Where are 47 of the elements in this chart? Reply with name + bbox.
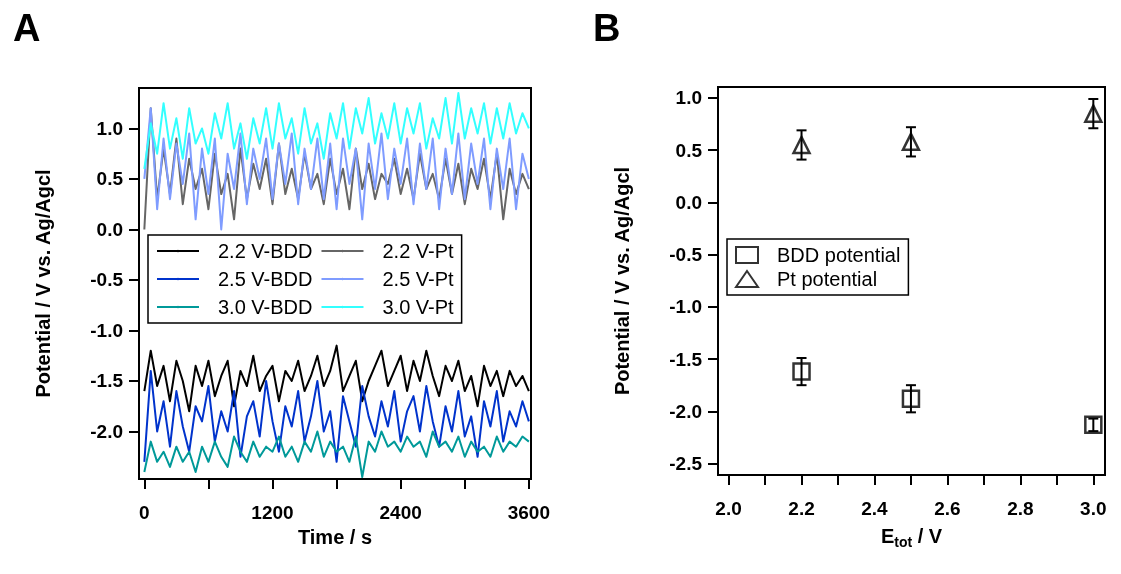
chart-title: B: [593, 7, 621, 49]
y-tick-label: 0.0: [96, 218, 123, 240]
point: [792, 135, 811, 155]
legend-label: 3.0 V-BDD: [218, 296, 313, 318]
y-tick-label: 0.5: [675, 139, 703, 161]
y-tick-label: -0.5: [669, 244, 703, 266]
x-tick-label: 0: [139, 502, 150, 523]
line-series: [143, 92, 530, 170]
legend-label: 2.2 V-Pt: [382, 240, 455, 262]
y-tick-label: -1.5: [90, 370, 124, 392]
point: [792, 362, 811, 381]
y-tick-label: 1.0: [96, 117, 123, 139]
y-tick-label: -1.0: [669, 296, 702, 318]
line-series: [143, 107, 530, 231]
x-tick-label: 2.8: [1007, 498, 1034, 519]
line-series: [143, 369, 530, 463]
point: [1084, 104, 1103, 123]
y-tick-label: -1.0: [90, 319, 123, 341]
x-axis-title: Time / s: [297, 526, 373, 548]
y-tick-label: -1.5: [669, 348, 703, 370]
chart-title: A: [13, 7, 41, 49]
y-tick-label: 1.0: [675, 87, 702, 109]
x-tick-label: 1200: [251, 502, 294, 523]
y-tick-label: -2.5: [669, 453, 703, 475]
x-tick-label: 2.2: [788, 498, 815, 519]
legend-label: 3.0 V-Pt: [382, 296, 455, 318]
legend-label: 2.5 V-BDD: [218, 268, 313, 290]
line-series: [143, 430, 530, 478]
y-axis-title: Potential / V vs. Ag/Agcl: [611, 166, 633, 396]
x-tick-label: 3600: [507, 502, 550, 523]
legend-label: 2.2 V-BDD: [218, 240, 313, 262]
point: [901, 132, 921, 152]
y-tick-label: -0.5: [90, 269, 124, 291]
legend-label: BDD potential: [777, 244, 901, 266]
x-tick-label: 2400: [379, 502, 422, 523]
x-tick-label: 3.0: [1080, 498, 1107, 519]
y-tick-label: -2.0: [90, 421, 123, 443]
y-tick-label: 0.0: [675, 191, 702, 213]
y-axis-title: Potential / V vs. Ag/Agcl: [32, 169, 54, 398]
legend-label: 2.5 V-Pt: [382, 268, 455, 290]
legend-label: Pt potential: [777, 268, 878, 290]
x-tick-label: 2.6: [934, 498, 961, 519]
y-tick-label: -2.0: [669, 400, 702, 422]
x-tick-label: 2.0: [715, 498, 742, 519]
point: [901, 389, 921, 409]
x-tick-label: 2.4: [861, 498, 889, 519]
y-tick-label: 0.5: [96, 168, 124, 190]
